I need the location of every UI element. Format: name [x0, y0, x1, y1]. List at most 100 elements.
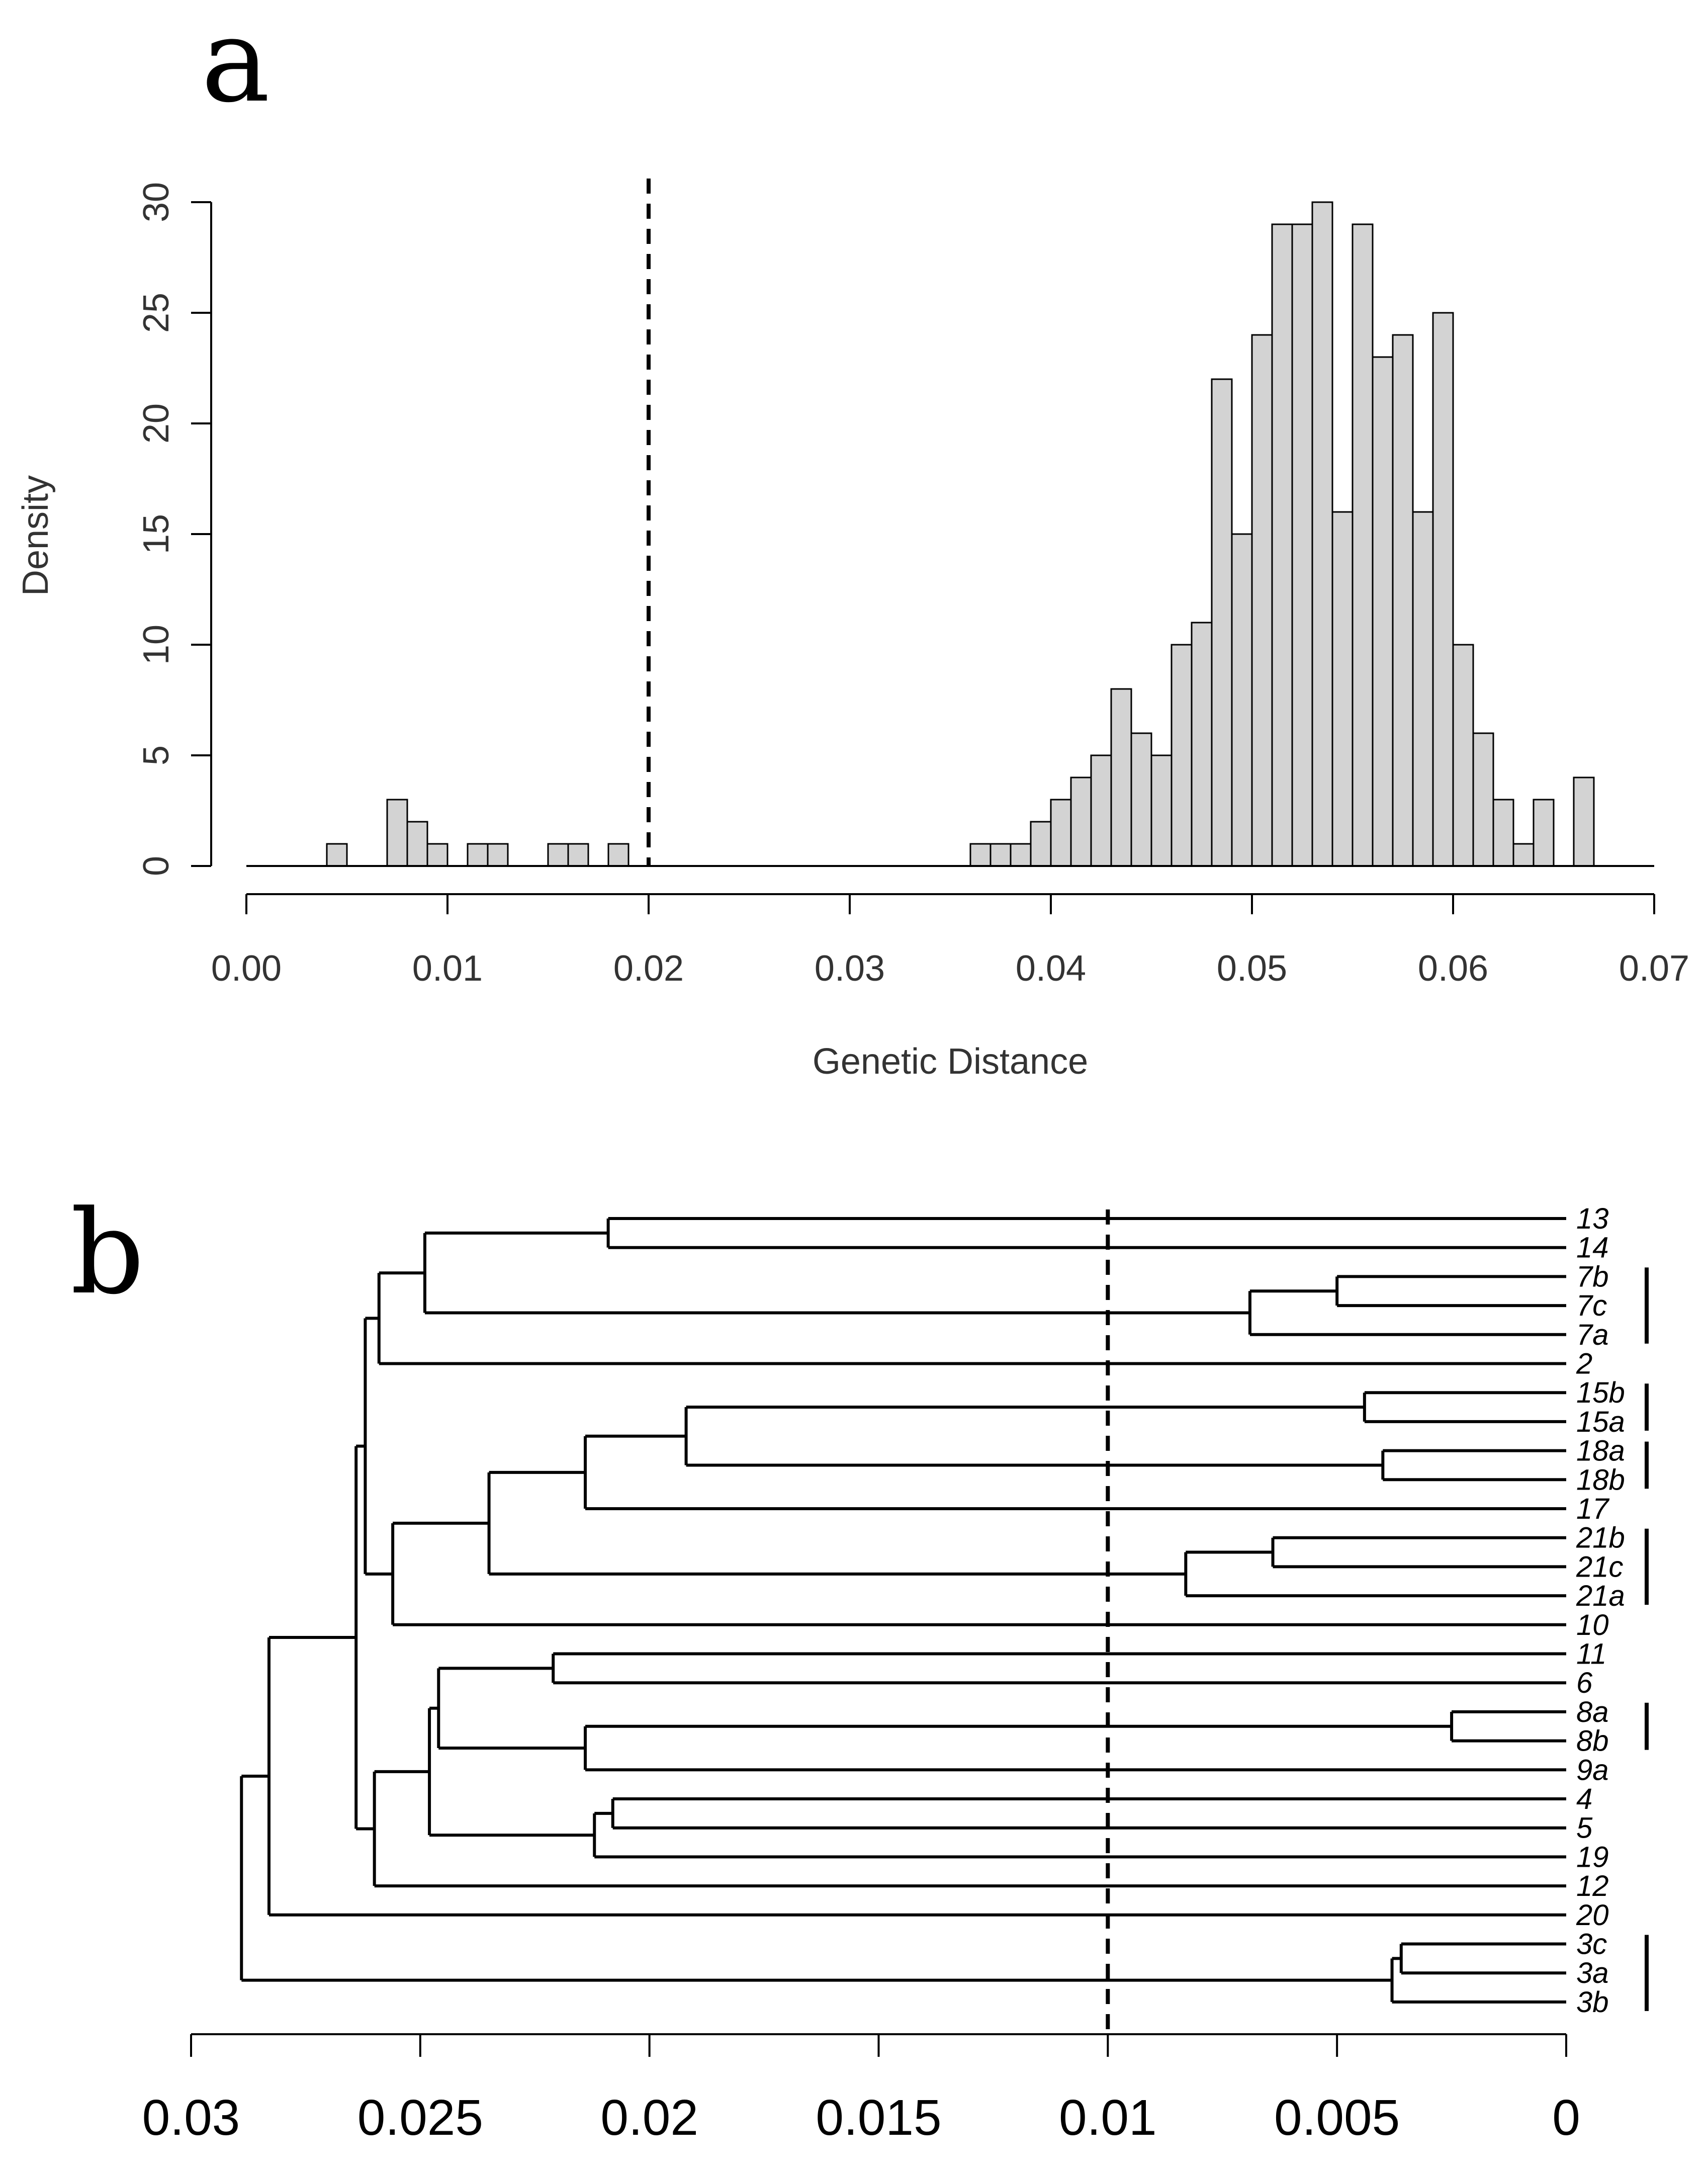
leaf-label: 21a: [1576, 1580, 1625, 1612]
histogram-bar: [1512, 843, 1535, 867]
y-tick-label: 15: [136, 514, 176, 554]
x-tick-label: 0.02: [600, 2090, 698, 2146]
dendrogram-axis: 0.03 0.025 0.02 0.015 0.01 0.005 0: [142, 1209, 1580, 2146]
y-tick-label: 10: [136, 625, 176, 665]
histogram-bar: [1392, 334, 1414, 867]
histogram-bar: [607, 843, 630, 867]
histogram-bar: [1251, 334, 1273, 867]
histogram-bar: [990, 843, 1012, 867]
histogram-bar: [1030, 821, 1052, 867]
histogram-bar: [1171, 644, 1193, 867]
leaf-label: 11: [1576, 1638, 1606, 1671]
leaf-label: 10: [1576, 1609, 1609, 1641]
y-tick-label: 5: [136, 745, 176, 765]
x-tick-label: 0.01: [412, 948, 483, 989]
x-tick-label: 0.015: [816, 2090, 941, 2146]
leaf-label: 18b: [1576, 1463, 1625, 1496]
histogram-panel-a: 0.00 0.01 0.02 0.03 0.04 0.05 0.06 0.07 0 5 10 15 20…: [16, 179, 1689, 1082]
leaf-label: 3c: [1576, 1928, 1607, 1961]
dendrogram-leaf-labels: 13147b7c7a215b15a18a18b1721b21c21a101168…: [1576, 1202, 1625, 2019]
histogram-bar: [467, 843, 489, 867]
histogram-bar: [1050, 799, 1072, 867]
leaf-label: 21b: [1576, 1522, 1625, 1554]
histogram-bar: [426, 843, 448, 867]
x-tick-label: 0.025: [357, 2090, 483, 2146]
histogram-bar: [567, 843, 589, 867]
histogram-bar: [1150, 754, 1173, 867]
histogram-bar: [1130, 732, 1152, 867]
histogram-bar: [1231, 533, 1253, 867]
x-tick-label: 0.01: [1059, 2090, 1157, 2146]
histogram-bar: [1070, 776, 1092, 867]
histogram-bar: [1432, 312, 1454, 867]
dendrogram-branches: [240, 1217, 1566, 2004]
leaf-label: 13: [1576, 1202, 1609, 1235]
x-tick-label: 0.05: [1217, 948, 1287, 989]
leaf-label: 7a: [1576, 1319, 1609, 1351]
histogram-bar: [547, 843, 569, 867]
leaf-label: 14: [1576, 1232, 1609, 1264]
histogram-bar: [406, 821, 428, 867]
panel-b-letter: b: [70, 1186, 144, 1320]
y-tick-label: 30: [136, 182, 176, 222]
x-tick-label: 0.00: [211, 948, 282, 989]
histogram-bar: [1452, 644, 1474, 867]
leaf-label: 17: [1576, 1493, 1610, 1525]
leaf-label: 9a: [1576, 1754, 1609, 1786]
histogram-bar: [487, 843, 509, 867]
histogram-bar: [326, 843, 348, 867]
leaf-label: 15b: [1576, 1376, 1625, 1409]
leaf-label: 3b: [1576, 1986, 1609, 2019]
leaf-label: 12: [1576, 1870, 1609, 1902]
leaf-label: 8a: [1576, 1696, 1609, 1728]
histogram-bar: [1573, 776, 1595, 867]
histogram-bar: [1311, 201, 1333, 867]
leaf-label: 2: [1576, 1348, 1592, 1380]
histogram-bar: [1291, 223, 1313, 867]
histogram-bar: [1191, 622, 1213, 867]
x-tick-label: 0.005: [1274, 2090, 1400, 2146]
histogram-bar: [1533, 799, 1555, 867]
leaf-label: 7b: [1576, 1260, 1609, 1293]
x-tick-label: 0.06: [1418, 948, 1488, 989]
histogram-bar: [1492, 799, 1514, 867]
histogram-bar: [1352, 223, 1374, 867]
histogram-axes: 0.00 0.01 0.02 0.03 0.04 0.05 0.06 0.07 0 5 10 15 20…: [136, 179, 1689, 989]
leaf-label: 15a: [1576, 1406, 1625, 1438]
leaf-label: 3a: [1576, 1957, 1609, 1989]
leaf-label: 8b: [1576, 1725, 1609, 1758]
leaf-label: 7c: [1576, 1289, 1607, 1322]
x-tick-label: 0.07: [1619, 948, 1689, 989]
panel-a-letter: a: [201, 0, 270, 128]
leaf-label: 18a: [1576, 1435, 1625, 1467]
histogram-bar: [1110, 688, 1132, 867]
histogram-bar: [386, 799, 408, 867]
y-axis-label: Density: [16, 475, 56, 596]
histogram-bar: [1372, 356, 1394, 867]
histogram-bar: [1472, 732, 1494, 867]
histogram-bar: [1412, 511, 1434, 867]
histogram-bar: [1090, 754, 1112, 867]
leaf-label: 4: [1576, 1783, 1592, 1815]
y-tick-label: 25: [136, 293, 176, 333]
leaf-label: 21c: [1576, 1550, 1624, 1583]
histogram-bar: [1331, 511, 1354, 867]
histogram-bar: [1211, 378, 1233, 867]
x-tick-label: 0.02: [613, 948, 684, 989]
x-axis-label: Genetic Distance: [813, 1041, 1088, 1082]
x-tick-label: 0.03: [142, 2090, 240, 2146]
leaf-label: 19: [1576, 1841, 1609, 1873]
leaf-label: 6: [1576, 1667, 1593, 1699]
y-tick-label: 20: [136, 403, 176, 444]
dendrogram-panel-b: 13147b7c7a215b15a18a18b1721b21c21a101168…: [142, 1202, 1649, 2146]
x-tick-label: 0.03: [815, 948, 885, 989]
leaf-label: 20: [1576, 1899, 1609, 1932]
x-tick-label: 0.04: [1016, 948, 1086, 989]
x-tick-label: 0: [1552, 2090, 1580, 2146]
leaf-label: 5: [1576, 1812, 1593, 1845]
histogram-bar: [1271, 223, 1293, 867]
histogram-bars: [326, 201, 1595, 867]
histogram-bar: [969, 843, 992, 867]
y-tick-label: 0: [136, 856, 176, 876]
